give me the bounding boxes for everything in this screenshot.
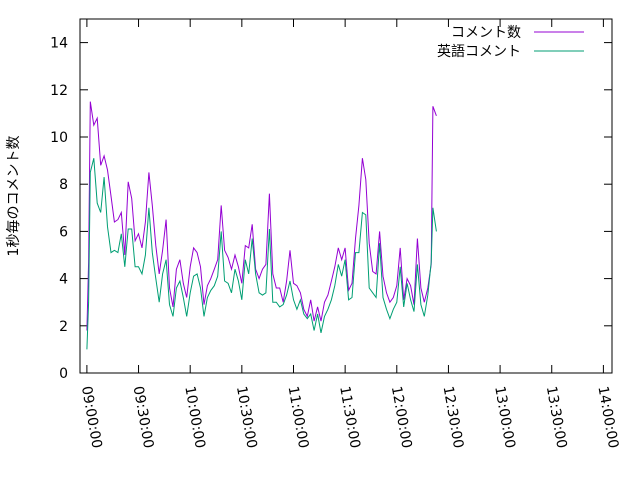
- x-tick-label: 10:00:00: [181, 385, 208, 450]
- y-tick-label: 10: [50, 130, 68, 146]
- x-tick-label: 14:00:00: [594, 385, 621, 450]
- x-tick-label: 09:30:00: [130, 385, 157, 450]
- x-tick-label: 09:00:00: [78, 385, 105, 450]
- x-tick-label: 12:00:00: [388, 385, 415, 450]
- y-axis-label: 1秒毎のコメント数: [6, 136, 22, 257]
- y-tick-label: 14: [50, 36, 68, 52]
- legend-label: 英語コメント: [437, 43, 521, 60]
- y-tick-label: 4: [59, 272, 68, 288]
- series-lines: [86, 101, 437, 350]
- legend-label: コメント数: [451, 25, 521, 41]
- x-tick-label: 13:00:00: [491, 385, 518, 450]
- series-line: [86, 101, 437, 331]
- plot-frame: [79, 18, 613, 374]
- y-tick-label: 8: [59, 177, 68, 193]
- x-tick-label: 10:30:00: [233, 385, 260, 450]
- y-tick-label: 12: [50, 83, 68, 99]
- y-tick-label: 2: [59, 319, 68, 335]
- y-axis-ticks: 0 2 4 6 8 10 12 14: [50, 36, 612, 382]
- y-tick-label: 6: [59, 224, 68, 240]
- x-tick-label: 11:00:00: [285, 385, 312, 450]
- x-tick-label: 12:30:00: [440, 385, 467, 450]
- x-tick-label: 13:30:00: [543, 385, 570, 450]
- series-line: [86, 158, 437, 350]
- x-axis-ticks: 09:00:00 09:30:00 10:00:00 10:30:00 11:00:00…: [78, 19, 621, 450]
- x-tick-label: 11:30:00: [336, 385, 363, 450]
- y-tick-label: 0: [59, 366, 68, 382]
